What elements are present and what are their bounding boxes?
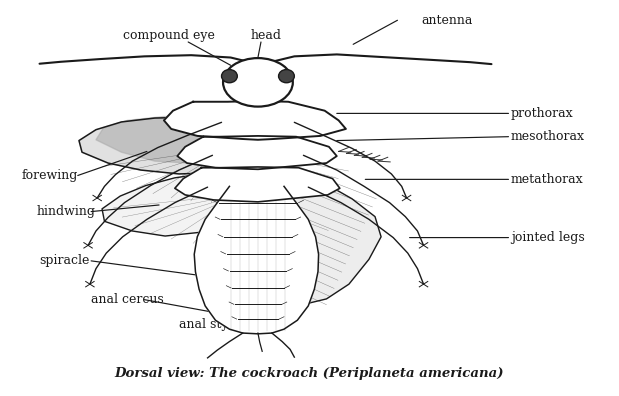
Text: hindwing: hindwing [37,205,95,218]
Text: prothorax: prothorax [511,107,574,120]
Text: head: head [250,29,281,42]
Polygon shape [96,116,228,163]
Text: antenna: antenna [422,14,473,27]
Text: Dorsal view: The cockroach (Periplaneta americana): Dorsal view: The cockroach (Periplaneta … [115,367,504,380]
Text: jointed legs: jointed legs [511,231,585,244]
Polygon shape [177,136,337,169]
Text: anal cercus: anal cercus [91,293,164,306]
Ellipse shape [279,70,294,83]
Text: compound eye: compound eye [123,29,215,42]
Text: anal style: anal style [179,318,240,331]
Text: forewing: forewing [21,169,78,182]
Polygon shape [79,117,258,174]
Polygon shape [175,167,340,202]
Text: spiracle: spiracle [40,254,90,267]
Polygon shape [258,136,381,305]
Polygon shape [164,101,346,140]
Polygon shape [194,187,319,334]
Ellipse shape [223,58,293,107]
Text: metathorax: metathorax [511,173,584,186]
Polygon shape [102,170,258,236]
Ellipse shape [222,70,237,83]
Text: mesothorax: mesothorax [511,130,585,143]
